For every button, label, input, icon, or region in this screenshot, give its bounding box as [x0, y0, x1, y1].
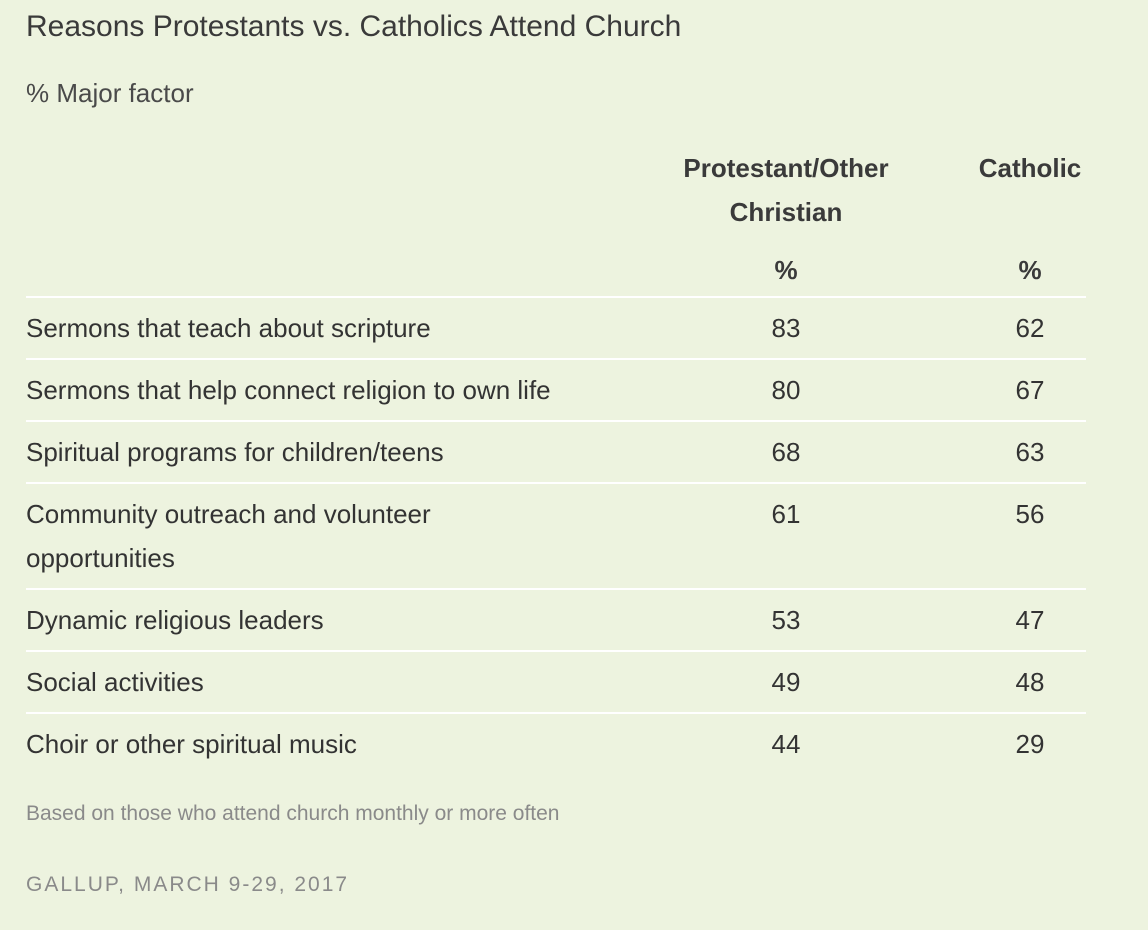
- chart-subtitle: % Major factor: [26, 78, 194, 108]
- table-body: Sermons that teach about scripture 83 62…: [26, 296, 1086, 774]
- value-catholic: 67: [1015, 375, 1045, 405]
- chart-title: Reasons Protestants vs. Catholics Attend…: [26, 10, 682, 43]
- column-header-protestant: Protestant/Other Christian: [683, 153, 889, 227]
- row-label: Sermons that help connect religion to ow…: [26, 375, 551, 405]
- column-header-catholic: Catholic: [978, 153, 1082, 183]
- table-row: Sermons that teach about scripture 83 62: [26, 296, 1086, 358]
- column-unit-protestant: %: [774, 255, 798, 285]
- value-protestant: 68: [771, 437, 801, 467]
- value-catholic: 62: [1015, 313, 1045, 343]
- row-label: Community outreach and volunteer opportu…: [26, 499, 431, 573]
- chart-note: Based on those who attend church monthly…: [26, 802, 560, 825]
- table-row: Dynamic religious leaders 53 47: [26, 588, 1086, 650]
- row-label: Dynamic religious leaders: [26, 605, 324, 635]
- value-catholic: 48: [1015, 667, 1045, 697]
- value-catholic: 29: [1015, 729, 1045, 759]
- table-row: Community outreach and volunteer opportu…: [26, 482, 1086, 588]
- row-label: Choir or other spiritual music: [26, 729, 357, 759]
- value-protestant: 49: [771, 667, 801, 697]
- value-catholic: 47: [1015, 605, 1045, 635]
- table-row: Spiritual programs for children/teens 68…: [26, 420, 1086, 482]
- value-protestant: 80: [771, 375, 801, 405]
- value-protestant: 53: [771, 605, 801, 635]
- row-label: Sermons that teach about scripture: [26, 313, 431, 343]
- row-label: Spiritual programs for children/teens: [26, 437, 444, 467]
- column-unit-catholic: %: [1018, 255, 1042, 285]
- table-row: Choir or other spiritual music 44 29: [26, 712, 1086, 774]
- table-row: Social activities 49 48: [26, 650, 1086, 712]
- chart-source: GALLUP, MARCH 9-29, 2017: [26, 873, 350, 896]
- row-label: Social activities: [26, 667, 204, 697]
- value-catholic: 63: [1015, 437, 1045, 467]
- value-protestant: 61: [771, 499, 801, 529]
- table-row: Sermons that help connect religion to ow…: [26, 358, 1086, 420]
- value-protestant: 44: [771, 729, 801, 759]
- value-protestant: 83: [771, 313, 801, 343]
- value-catholic: 56: [1015, 499, 1045, 529]
